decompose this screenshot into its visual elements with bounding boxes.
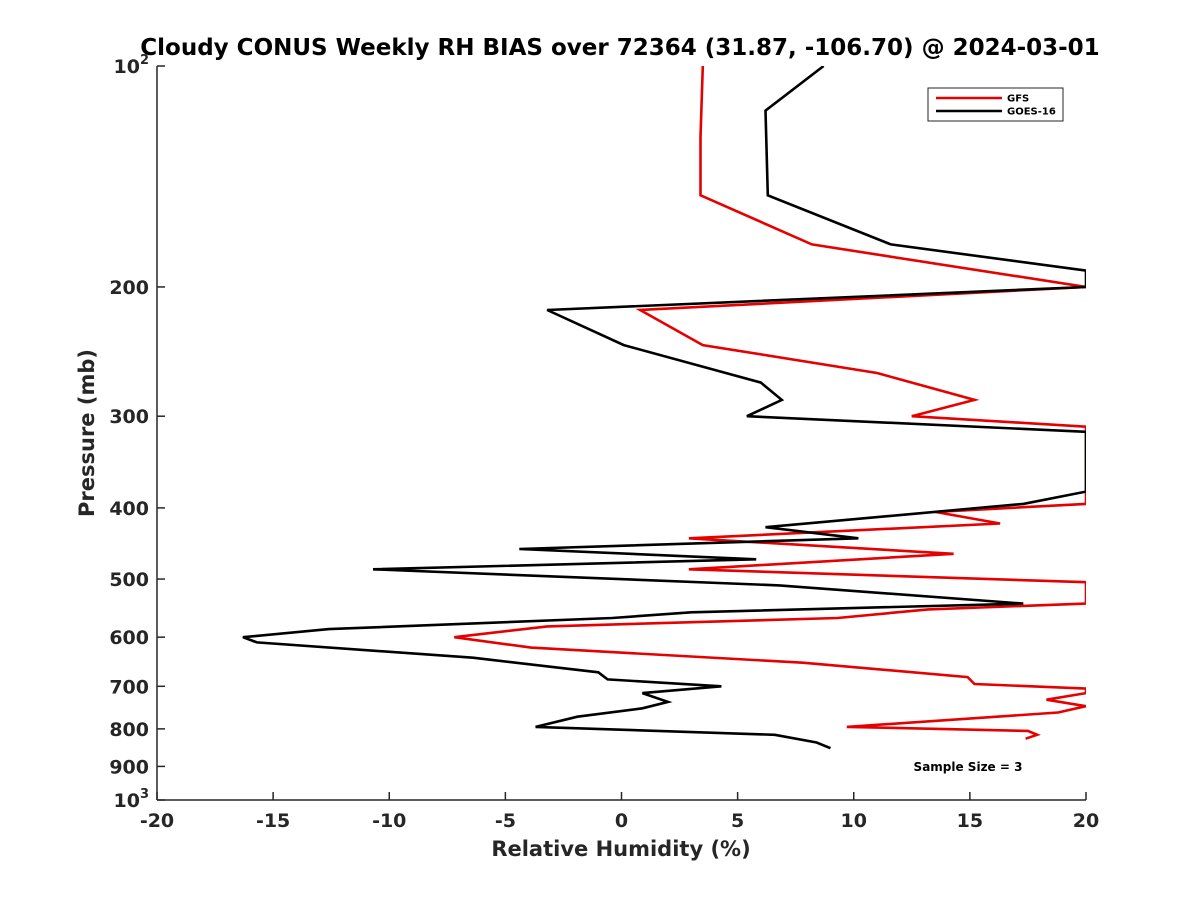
legend-label: GFS: [1007, 94, 1029, 105]
legend: GFS GOES-16: [927, 87, 1064, 122]
sample-size-annotation: Sample Size = 3: [914, 760, 1023, 774]
x-tick-label: -5: [495, 810, 516, 832]
y-axis-label: Pressure (mb): [75, 349, 99, 517]
legend-label: GOES-16: [1007, 107, 1056, 118]
x-tick-label: 0: [615, 810, 628, 832]
y-tick-label: 700: [109, 676, 149, 698]
x-tick-label: 5: [731, 810, 744, 832]
chart-title: Cloudy CONUS Weekly RH BIAS over 72364 (…: [140, 35, 1099, 61]
y-tick-label: 800: [109, 719, 149, 741]
x-tick-label: -10: [372, 810, 406, 832]
plot-area: -20 -15 -10 -5 0 5 10 15 20 102 200 300 400 500 600 700…: [109, 53, 1099, 832]
legend-box: [927, 87, 1064, 122]
y-tick-label: 200: [109, 277, 149, 299]
y-tick-label: 500: [109, 569, 149, 591]
x-tick-label: -20: [140, 810, 174, 832]
x-tick-label: 20: [1073, 810, 1099, 832]
y-tick-label: 600: [109, 627, 149, 649]
y-tick-label: 900: [109, 756, 149, 778]
series-line-gfs: [454, 66, 1086, 740]
x-tick-label: 10: [841, 810, 867, 832]
y-tick-label: 300: [109, 406, 149, 428]
y-tick-label: 103: [114, 787, 150, 812]
x-tick-label: -15: [256, 810, 290, 832]
y-tick-label: 400: [109, 498, 149, 520]
x-tick-label: 15: [957, 810, 983, 832]
series-line-goes-16: [242, 66, 1086, 750]
x-axis-label: Relative Humidity (%): [491, 837, 750, 861]
y-tick-label: 102: [114, 53, 150, 78]
